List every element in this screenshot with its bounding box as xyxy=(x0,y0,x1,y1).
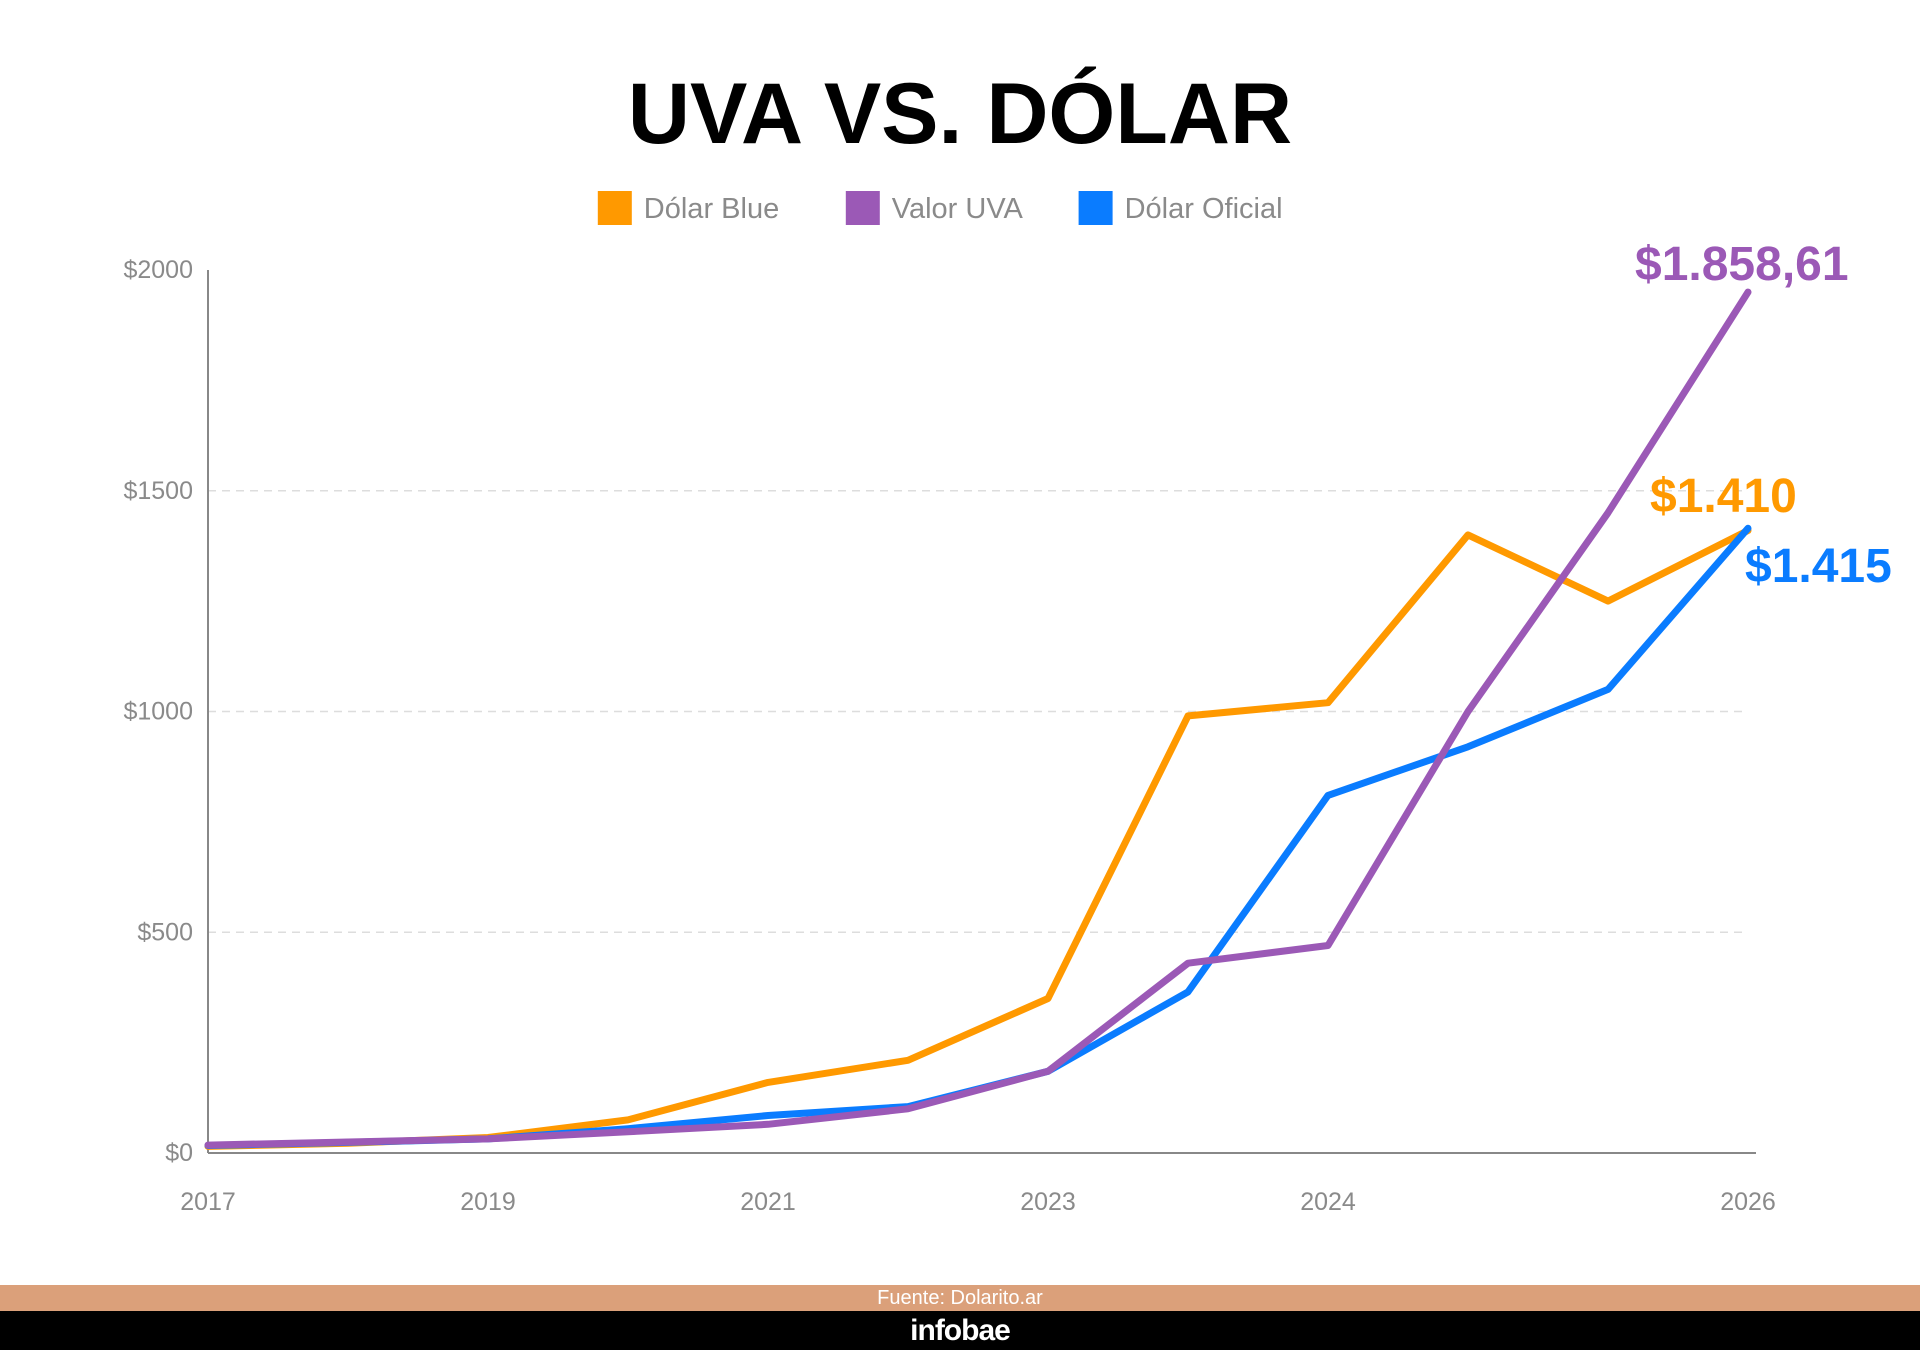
legend-label: Dólar Blue xyxy=(644,193,779,225)
legend-swatch xyxy=(1078,191,1113,225)
x-tick-label: 2024 xyxy=(1300,1188,1356,1216)
x-tick-label: 2017 xyxy=(180,1188,236,1216)
axes xyxy=(207,270,1756,1154)
series-line-2 xyxy=(204,288,1752,1149)
x-tick-label: 2019 xyxy=(460,1188,516,1216)
x-tick-label: 2021 xyxy=(740,1188,796,1216)
legend-swatch xyxy=(845,191,880,225)
legend-swatch xyxy=(597,191,632,225)
y-tick-label: $1000 xyxy=(123,698,193,726)
legend-label: Dólar Oficial xyxy=(1125,193,1283,225)
end-labels: $1.410 $1.858,61 $1.415 xyxy=(1635,238,1892,593)
x-tick-label: 2023 xyxy=(1020,1188,1076,1216)
y-tick-label: $1500 xyxy=(123,477,193,505)
series-line-1 xyxy=(204,527,1752,1150)
y-tick-label: $2000 xyxy=(123,256,193,284)
legend-label: Valor UVA xyxy=(892,193,1024,225)
series-lines xyxy=(204,288,1752,1150)
chart-title: UVA VS. DÓLAR xyxy=(628,66,1292,162)
end-value-label: $1.410 xyxy=(1650,470,1797,523)
x-tick-label: 2026 xyxy=(1720,1188,1776,1216)
series-line-3 xyxy=(204,524,1752,1149)
end-value-label: $1.415 xyxy=(1745,540,1892,593)
tick-labels: $0 $500 $1000 $1500 $2000 2017 2019 2021 2023 202… xyxy=(123,256,1775,1216)
y-tick-label: $0 xyxy=(165,1139,193,1167)
end-value-label: $1.858,61 xyxy=(1635,238,1849,291)
source-note: Fuente: Dolarito.ar xyxy=(0,1285,1920,1311)
y-tick-label: $500 xyxy=(137,918,193,946)
brand-logo: infobae xyxy=(0,1311,1920,1350)
grid xyxy=(208,490,1748,933)
legend: Dólar Blue Valor UVA Dólar Oficial xyxy=(597,191,1283,225)
